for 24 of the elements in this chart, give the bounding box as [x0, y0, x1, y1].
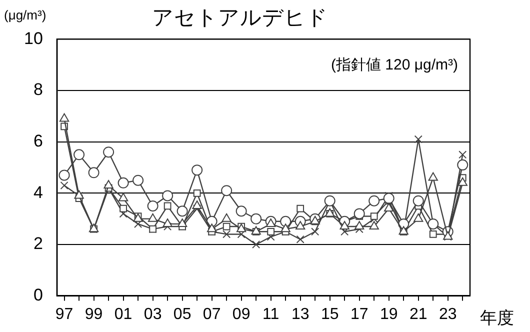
x-tick-label: 23 — [438, 306, 457, 323]
x-tick-label: 19 — [380, 306, 398, 323]
x-tick-label: 01 — [114, 306, 132, 323]
x-tick-label: 09 — [232, 306, 250, 323]
chart-title: アセトアルデヒド — [152, 6, 328, 30]
x-axis-title: 年度 — [480, 308, 514, 328]
x-tick-label: 97 — [55, 306, 74, 323]
y-tick-label: 6 — [33, 132, 43, 151]
y-tick-label: 4 — [33, 182, 43, 202]
x-tick-label: 13 — [291, 306, 310, 323]
x-tick-label: 99 — [84, 306, 103, 323]
x-tick-label: 21 — [409, 306, 428, 323]
y-tick-label: 0 — [33, 285, 43, 304]
y-axis-title: (μg/m³) — [4, 8, 46, 23]
annotation: (指針値 120 μg/m³) — [331, 56, 458, 74]
x-tick-label: 03 — [144, 306, 162, 323]
x-tick-label: 05 — [173, 306, 192, 323]
x-tick-label: 15 — [320, 306, 339, 323]
x-tick-label: 17 — [350, 306, 368, 323]
x-tick-label: 07 — [202, 306, 221, 323]
y-tick-label: 8 — [33, 80, 43, 100]
y-tick-label: 10 — [24, 28, 43, 48]
y-tick-label: 2 — [33, 234, 43, 254]
x-tick-label: 11 — [262, 306, 280, 323]
